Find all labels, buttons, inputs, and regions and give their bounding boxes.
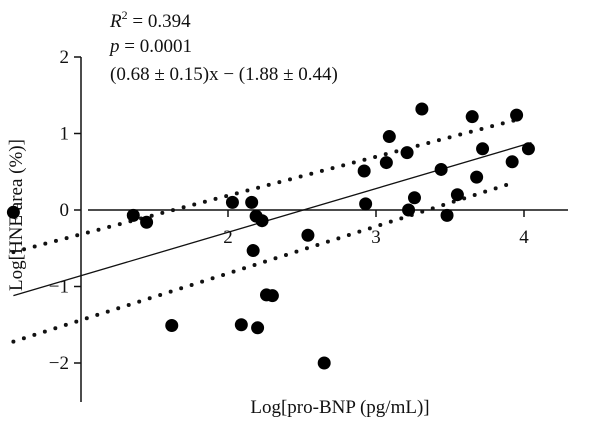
confidence-band-lower bbox=[11, 179, 519, 344]
data-point bbox=[234, 318, 248, 332]
x-tick-label: 4 bbox=[519, 227, 529, 248]
y-tick-label: 0 bbox=[60, 200, 70, 221]
data-point bbox=[450, 188, 464, 202]
data-point bbox=[521, 142, 535, 156]
axes: −2 −1 0 1 2 2 3 4 bbox=[49, 47, 568, 402]
fit-lines bbox=[11, 117, 532, 344]
r2-annotation: R2 = 0.394 bbox=[109, 8, 191, 32]
p-annotation: p = 0.0001 bbox=[108, 36, 192, 57]
x-tick-label: 2 bbox=[223, 227, 233, 248]
p-symbol: p bbox=[108, 36, 120, 57]
data-point bbox=[440, 208, 454, 222]
data-point bbox=[317, 356, 331, 370]
data-point bbox=[465, 110, 479, 124]
y-tick-label: 2 bbox=[60, 47, 70, 68]
data-point bbox=[402, 203, 416, 217]
data-point bbox=[407, 191, 421, 205]
p-value: = 0.0001 bbox=[120, 36, 192, 57]
data-point bbox=[6, 205, 20, 219]
y-tick-label: −2 bbox=[49, 353, 69, 374]
r2-symbol: R bbox=[109, 11, 122, 32]
x-axis-label: Log[pro-BNP (pg/mL)] bbox=[250, 397, 429, 418]
data-point bbox=[126, 208, 140, 222]
data-point bbox=[470, 170, 484, 184]
r2-value: = 0.394 bbox=[128, 11, 191, 32]
data-point bbox=[255, 214, 269, 228]
data-point bbox=[379, 156, 393, 170]
y-tick-label: −1 bbox=[49, 277, 69, 298]
data-point bbox=[400, 146, 414, 160]
data-point bbox=[505, 155, 519, 169]
data-point bbox=[415, 102, 429, 116]
data-point bbox=[245, 195, 259, 209]
confidence-band-upper bbox=[11, 117, 519, 255]
data-point bbox=[225, 195, 239, 209]
equation-annotation: (0.68 ± 0.15)x − (1.88 ± 0.44) bbox=[110, 64, 338, 85]
r2-exponent: 2 bbox=[122, 8, 128, 22]
data-point bbox=[265, 289, 279, 303]
regression-line bbox=[13, 142, 532, 297]
data-point bbox=[246, 244, 260, 258]
data-point bbox=[165, 319, 179, 333]
data-point bbox=[301, 228, 315, 242]
data-point bbox=[251, 321, 265, 335]
y-tick-label: 1 bbox=[60, 124, 70, 145]
data-points bbox=[6, 102, 535, 370]
data-point bbox=[434, 162, 448, 176]
data-point bbox=[359, 197, 373, 211]
data-point bbox=[140, 215, 154, 229]
data-point bbox=[476, 142, 490, 156]
data-point bbox=[510, 108, 524, 122]
data-point bbox=[357, 164, 371, 178]
x-tick-label: 3 bbox=[371, 227, 381, 248]
data-point bbox=[382, 130, 396, 144]
